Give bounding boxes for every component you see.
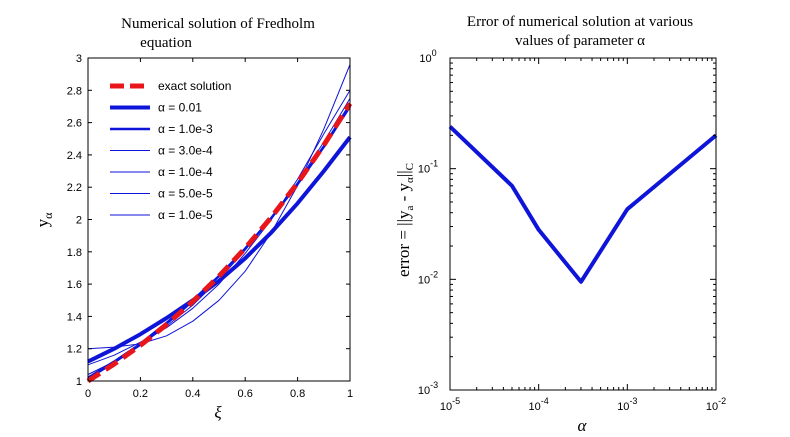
legend-entry-6: α = 1.0e-5 xyxy=(158,208,213,222)
chart1-series-line-0 xyxy=(86,102,353,384)
chart2-y-tick-label: 10-2 xyxy=(418,269,438,286)
chart2-y-label-sub3: C xyxy=(404,163,416,170)
chart2-x-tick-label: 10-4 xyxy=(529,396,549,413)
chart2-axes: 10-5 10-4 10-3 10-2 10-3 10-2 10-1 100 xyxy=(418,48,726,413)
chart1-y-tick-label: 1.2 xyxy=(67,344,82,356)
chart2-x-tick-label: 10-3 xyxy=(617,396,637,413)
chart1-title-line-2: equation xyxy=(140,35,192,51)
chart1-x-tick-label: 1 xyxy=(347,388,353,400)
chart1-title-line-1: Numerical solution of Fredholm xyxy=(121,16,315,32)
chart2-title-line-2: values of parameter α xyxy=(515,33,645,49)
chart1-series xyxy=(86,64,353,384)
legend-entry-5: α = 5.0e-5 xyxy=(158,187,213,201)
chart2-error-line xyxy=(448,125,718,284)
chart1-y-tick-label: 2.6 xyxy=(67,118,82,130)
chart1-x-tick-label: 0 xyxy=(85,388,91,400)
chart1-x-tick-label: 0.6 xyxy=(238,388,253,400)
chart1-x-tick-label: 0.8 xyxy=(290,388,305,400)
chart1-y-tick-label: 3 xyxy=(76,53,82,65)
chart2-x-label: α xyxy=(578,416,588,435)
chart2-plot-area xyxy=(449,57,717,391)
chart1-series-line-1 xyxy=(87,135,352,364)
chart2-y-label-sub1: a xyxy=(404,206,416,211)
legend-entry-4: α = 1.0e-4 xyxy=(158,165,213,179)
chart1-y-tick-label: 2.2 xyxy=(67,182,82,194)
chart2-y-label-mid: - y xyxy=(394,182,413,205)
chart1-y-label-sub: α xyxy=(41,212,55,219)
chart1-y-tick-label: 2.8 xyxy=(67,85,82,97)
chart1-y-label-base: y xyxy=(33,218,52,227)
chart1-series-line-5 xyxy=(87,90,351,366)
chart2-title-line-1: Error of numerical solution at various xyxy=(467,14,693,30)
chart1-y-tick-label: 2 xyxy=(76,215,82,227)
legend-entry-2: α = 1.0e-3 xyxy=(158,122,213,136)
chart1-axes: 0 0.2 0.4 0.6 0.8 1 1 1.2 1.4 1.6 1.8 2 2.2 2.4 2.6 2.8… xyxy=(67,53,353,400)
chart1-series-line-2 xyxy=(87,105,352,379)
chart2-series xyxy=(448,125,718,284)
fredholm-solution-chart: Numerical solution of Fredholm equation … xyxy=(33,16,353,422)
legend-entry-0: exact solution xyxy=(158,79,231,93)
chart1-y-tick-label: 1.4 xyxy=(67,311,82,323)
chart1-y-tick-label: 1.8 xyxy=(67,247,82,259)
chart2-y-tick-label: 100 xyxy=(419,48,436,65)
chart1-x-tick-label: 0.4 xyxy=(185,388,200,400)
chart1-series-line-3 xyxy=(87,102,351,380)
chart2-x-tick-label: 10-5 xyxy=(440,396,460,413)
chart1-y-tick-label: 2.4 xyxy=(67,150,82,162)
legend-entry-1: α = 0.01 xyxy=(158,101,202,115)
chart1-x-label: ξ xyxy=(214,403,222,422)
chart2-y-label: error = ||ya - yα||C xyxy=(394,163,416,277)
chart2-y-tick-label: 10-3 xyxy=(418,380,438,397)
chart2-y-label-suffix: || xyxy=(394,170,413,177)
chart1-series-line-6 xyxy=(87,64,351,350)
chart2-y-tick-label: 10-1 xyxy=(418,159,438,176)
chart1-series-line-4 xyxy=(87,98,351,375)
chart2-x-tick-label: 10-2 xyxy=(706,396,726,413)
chart1-legend: exact solution α = 0.01 α = 1.0e-3 α = 3.0e… xyxy=(110,79,231,222)
error-chart: Error of numerical solution at various v… xyxy=(394,14,726,435)
chart2-y-label-sub2: α xyxy=(404,177,416,183)
chart1-y-label: yα xyxy=(33,212,55,228)
legend-entry-3: α = 3.0e-4 xyxy=(158,144,213,158)
chart1-y-tick-label: 1 xyxy=(76,376,82,388)
chart1-y-tick-label: 1.6 xyxy=(67,279,82,291)
chart1-x-tick-label: 0.2 xyxy=(133,388,148,400)
chart2-y-label-prefix: error = ||y xyxy=(394,210,413,277)
